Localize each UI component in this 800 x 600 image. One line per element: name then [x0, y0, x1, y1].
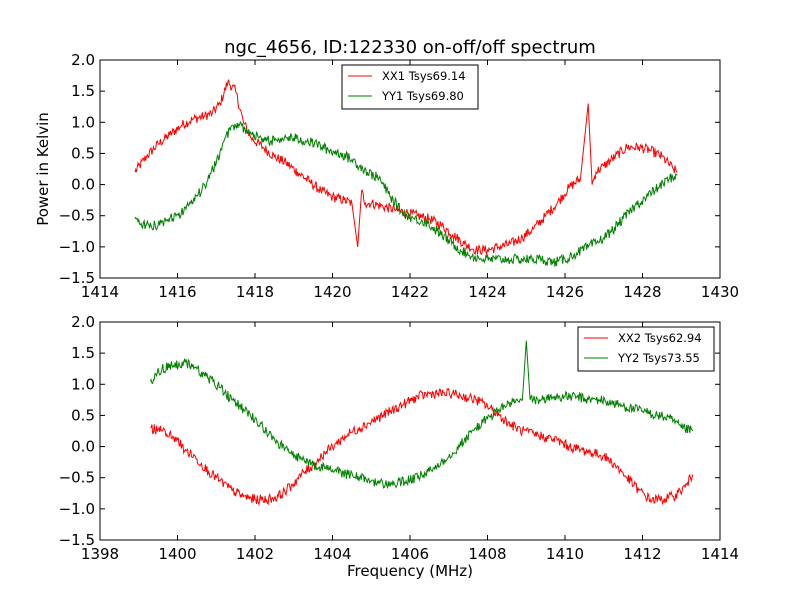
x-tick-label: 1416	[158, 283, 196, 301]
x-tick-label: 1428	[623, 283, 661, 301]
x-tick-label: 1404	[313, 545, 351, 563]
y-tick-label: 1.5	[71, 82, 95, 100]
y-tick-label: 0.0	[71, 176, 95, 194]
legend: XX2 Tsys62.94 YY2 Tsys73.55	[578, 327, 714, 371]
x-tick-label: 1406	[391, 545, 429, 563]
y-tick-label: 0.5	[71, 406, 95, 424]
x-tick-label: 1402	[236, 545, 274, 563]
legend-label: XX2 Tsys62.94	[618, 331, 702, 345]
y-tick-label: −1.0	[59, 238, 95, 256]
y-tick-label: 1.5	[71, 344, 95, 362]
legend-label: YY2 Tsys73.55	[617, 351, 700, 365]
y-tick-label: 1.0	[71, 375, 95, 393]
x-tick-label: 1426	[546, 283, 584, 301]
y-tick-label: 0.5	[71, 144, 95, 162]
legend: XX1 Tsys69.14 YY1 Tsys69.80	[342, 65, 478, 109]
x-tick-label: 1424	[468, 283, 506, 301]
x-tick-label: 1414	[701, 545, 739, 563]
x-tick-label: 1410	[546, 545, 584, 563]
y-tick-label: 1.0	[71, 113, 95, 131]
x-tick-label: 1422	[391, 283, 429, 301]
y-tick-label: −1.5	[59, 269, 95, 287]
y-tick-label: 2.0	[71, 51, 95, 69]
x-tick-label: 1400	[158, 545, 196, 563]
y-tick-label: −1.5	[59, 531, 95, 549]
y-axis-label: Power in Kelvin	[34, 112, 52, 226]
y-tick-label: −0.5	[59, 469, 95, 487]
x-tick-label: 1430	[701, 283, 739, 301]
y-tick-label: 0.0	[71, 438, 95, 456]
x-tick-label: 1418	[236, 283, 274, 301]
legend-label: XX1 Tsys69.14	[382, 69, 466, 83]
legend-label: YY1 Tsys69.80	[381, 89, 464, 103]
x-tick-label: 1420	[313, 283, 351, 301]
y-tick-label: −1.0	[59, 500, 95, 518]
chart-title: ngc_4656, ID:122330 on-off/off spectrum	[224, 37, 596, 58]
x-tick-label: 1412	[623, 545, 661, 563]
y-tick-label: 2.0	[71, 313, 95, 331]
y-tick-label: −0.5	[59, 207, 95, 225]
spectrum-figure: ngc_4656, ID:122330 on-off/off spectrum …	[0, 0, 800, 600]
x-tick-label: 1408	[468, 545, 506, 563]
x-axis-label: Frequency (MHz)	[347, 562, 473, 580]
